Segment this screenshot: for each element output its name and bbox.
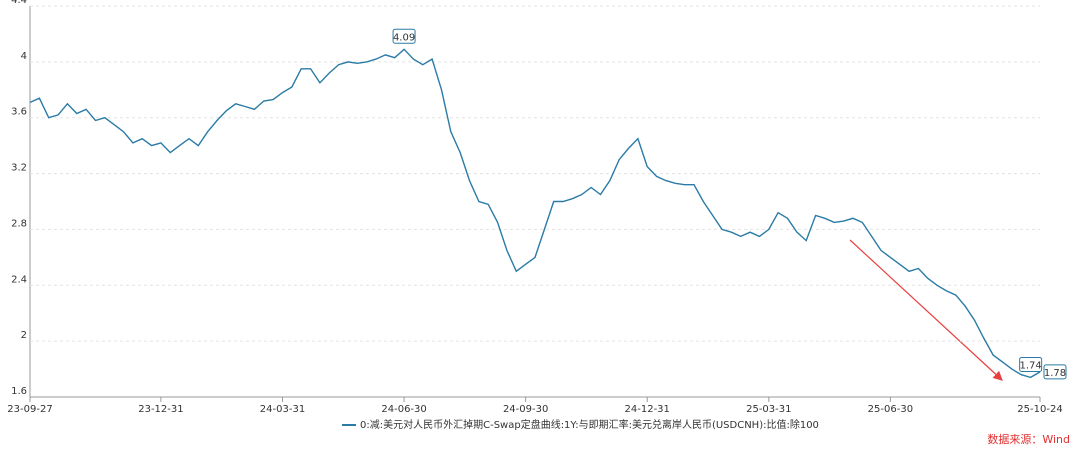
x-tick-label: 25-06-30 (868, 404, 913, 415)
source: 数据来源：Wind (987, 432, 1070, 446)
x-tick-label: 24-03-31 (260, 404, 305, 415)
y-tick-label: 1.6 (11, 386, 27, 397)
data-label: 1.74 (1020, 360, 1042, 371)
x-tick-label: 24-06-30 (381, 404, 426, 415)
x-tick-label: 24-09-30 (503, 404, 548, 415)
x-tick-label: 23-12-31 (138, 404, 183, 415)
y-tick-label: 2.4 (11, 274, 27, 285)
series-line (29, 48, 1041, 379)
x-tick-label: 25-10-24 (1017, 404, 1062, 415)
y-tick-label: 4 (21, 51, 27, 62)
label-box (392, 28, 416, 44)
legend-label: 0:减:美元对人民币外汇掉期C-Swap定盘曲线:1Y:与即期汇率:美元兑离岸人… (360, 418, 819, 431)
label-box (1019, 356, 1043, 372)
trend-arrow (849, 239, 1003, 381)
y-tick-label: 2 (21, 330, 27, 341)
y-tick-label: 3.6 (11, 107, 27, 118)
y-tick-label: 3.2 (11, 163, 27, 174)
x-tick-label: 24-12-31 (625, 404, 670, 415)
data-label: 1.78 (1044, 368, 1066, 379)
y-tick-label: 2.8 (11, 218, 27, 229)
y-tick-label: 4.4 (11, 0, 27, 6)
x-tick-label: 23-09-27 (7, 404, 52, 415)
label-box (1043, 364, 1067, 380)
data-label: 4.09 (393, 32, 415, 43)
x-tick-label: 25-03-31 (746, 404, 791, 415)
